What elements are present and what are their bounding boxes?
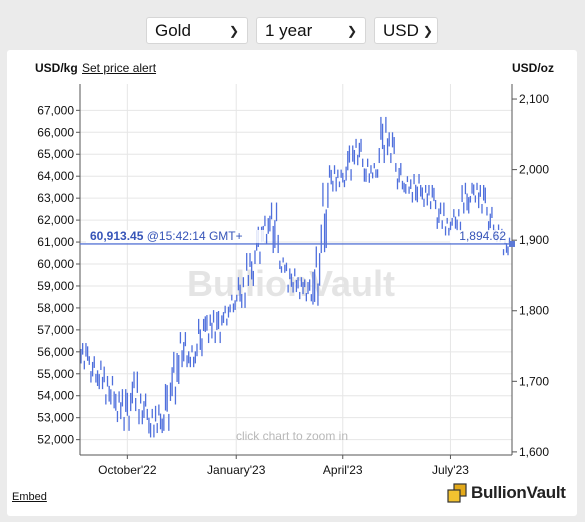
left-unit-label: USD/kg [35,61,78,75]
period-select-value: 1 year [265,20,313,40]
current-price-dot [509,240,515,247]
currency-select[interactable]: USD ❯ [374,17,438,44]
gold-bars-icon [447,483,467,503]
brand-name: BullionVault [471,483,566,502]
y-tick-label-right: 2,000 [519,163,549,177]
y-tick-label-right: 2,100 [519,92,549,106]
chart-axes [79,84,513,456]
bullionvault-logo[interactable]: BullionVault [447,483,566,503]
y-tick-label-left: 64,000 [37,169,74,183]
y-tick-label-left: 62,000 [37,213,74,227]
y-tick-label-left: 60,000 [37,257,74,271]
y-tick-label-left: 61,000 [37,235,74,249]
currency-select-value: USD [383,20,419,40]
current-price-kg-value: 60,913.45 [90,229,147,243]
chevron-down-icon: ❯ [422,23,433,38]
y-tick-label-right: 1,800 [519,304,549,318]
y-tick-label-left: 54,000 [37,389,74,403]
chart-grid [80,84,512,455]
current-price-marker: 60,913.45 @15:42:14 GMT+ 1,894.62 [80,229,515,247]
right-unit-label: USD/oz [512,61,554,75]
y-tick-label-left: 56,000 [37,345,74,359]
y-tick-label-right: 1,600 [519,445,549,459]
set-price-alert-link[interactable]: Set price alert [82,61,157,75]
y-tick-label-left: 65,000 [37,147,74,161]
y-tick-label-left: 57,000 [37,323,74,337]
current-price-oz-label: 1,894.62 [459,229,506,243]
plot-area [80,84,512,455]
current-price-time: @15:42:14 GMT+ [147,229,243,243]
y-tick-label-right: 1,900 [519,233,549,247]
y-tick-label-left: 55,000 [37,367,74,381]
x-tick-label: July'23 [432,463,469,477]
y-tick-label-right: 1,700 [519,374,549,388]
current-price-kg-label: 60,913.45 @15:42:14 GMT+ [90,229,243,243]
axis-ticks: 52,000 53,000 54,000 55,000 56,000 57,000 58,0… [37,92,549,477]
chevron-down-icon: ❯ [228,23,239,38]
metal-select-value: Gold [155,20,191,40]
metal-select[interactable]: Gold ❯ [146,17,248,44]
chevron-down-icon: ❯ [346,23,357,38]
y-tick-label-left: 67,000 [37,103,74,117]
y-tick-label-left: 63,000 [37,191,74,205]
y-tick-label-left: 66,000 [37,125,74,139]
y-tick-label-left: 59,000 [37,279,74,293]
period-select[interactable]: 1 year ❯ [256,17,366,44]
embed-link[interactable]: Embed [12,491,47,503]
current-price-label-bg [86,229,264,243]
x-tick-label: January'23 [207,463,266,477]
y-tick-label-left: 53,000 [37,411,74,425]
zoom-hint-text: click chart to zoom in [236,429,348,443]
x-tick-label: April'23 [323,463,363,477]
current-price-oz-label-bg [450,229,508,243]
y-tick-label-left: 52,000 [37,433,74,447]
price-series [80,116,511,438]
y-tick-label-left: 58,000 [37,301,74,315]
x-tick-label: October'22 [98,463,157,477]
